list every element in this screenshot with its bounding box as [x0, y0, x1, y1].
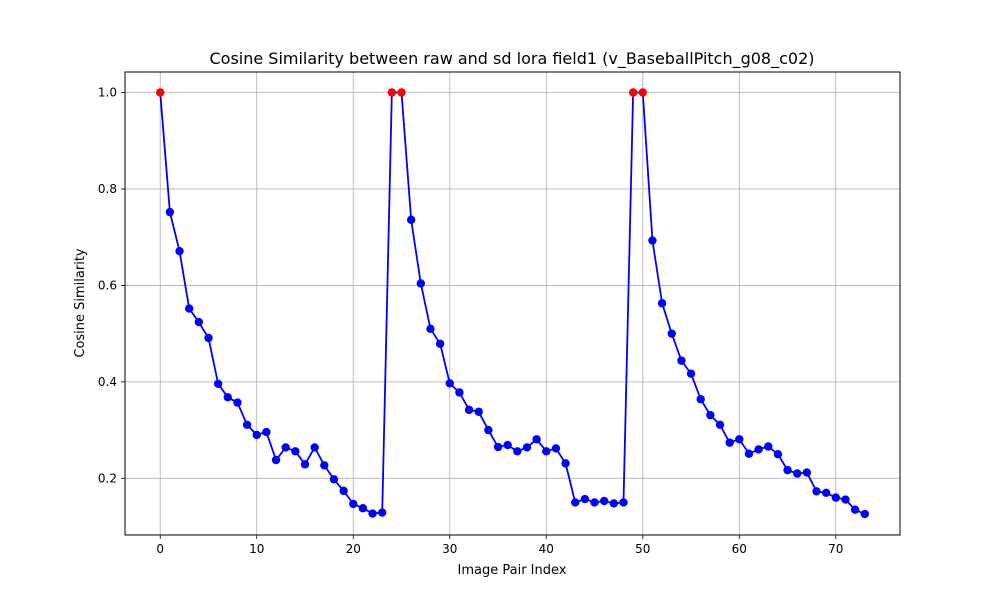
data-point: [667, 329, 676, 338]
data-point: [329, 475, 339, 484]
data-point: [522, 443, 532, 452]
data-point: [339, 486, 348, 496]
data-point: [744, 449, 754, 458]
highlight-point: [387, 88, 397, 97]
data-point: [841, 495, 850, 504]
data-point: [175, 246, 184, 256]
data-point: [590, 498, 599, 507]
x-tick-label: 30: [442, 542, 457, 556]
data-point: [310, 443, 319, 452]
data-point: [850, 505, 860, 514]
data-point: [406, 215, 416, 225]
data-point: [262, 427, 271, 437]
y-tick-label: 0.6: [98, 278, 117, 292]
data-point: [513, 447, 522, 456]
x-tick-label: 70: [828, 542, 843, 556]
data-point: [677, 356, 686, 365]
data-point: [706, 410, 715, 420]
data-point: [242, 420, 252, 429]
x-tick-label: 60: [732, 542, 747, 556]
data-point: [715, 420, 725, 429]
data-point: [300, 460, 310, 469]
data-point: [493, 442, 503, 452]
highlight-point: [397, 88, 406, 97]
marker-layer: [156, 88, 869, 519]
data-point: [571, 498, 580, 507]
data-point: [271, 455, 281, 465]
data-point: [686, 369, 696, 378]
data-point: [793, 469, 802, 478]
data-point: [464, 405, 474, 415]
data-point: [532, 435, 541, 444]
data-point: [445, 379, 454, 388]
data-point: [484, 425, 493, 435]
x-tick-label: 10: [249, 542, 264, 556]
y-tick-label: 0.8: [98, 182, 117, 196]
highlight-point: [638, 88, 647, 97]
data-point: [831, 493, 841, 502]
data-point: [204, 333, 213, 343]
data-point: [281, 443, 290, 452]
data-point: [378, 508, 387, 517]
y-tick-label: 1.0: [98, 85, 117, 99]
data-point: [358, 504, 368, 513]
data-point: [802, 468, 812, 477]
data-point: [426, 324, 435, 334]
x-axis-label: Image Pair Index: [458, 563, 567, 578]
data-point: [368, 509, 377, 518]
highlight-point: [156, 88, 165, 97]
y-tick-label: 0.4: [98, 375, 117, 389]
data-point: [599, 496, 609, 506]
y-tick-label: 0.2: [98, 471, 117, 485]
data-point: [252, 430, 261, 440]
data-point: [725, 438, 734, 447]
data-point: [764, 442, 773, 451]
highlight-point: [628, 88, 638, 97]
x-tick-label: 0: [156, 542, 164, 556]
data-point: [754, 445, 763, 454]
data-point: [223, 393, 232, 402]
data-point: [773, 450, 783, 459]
data-point: [455, 388, 464, 397]
data-point: [561, 459, 570, 468]
data-point: [812, 487, 821, 496]
data-point: [821, 488, 831, 497]
data-point: [435, 339, 445, 348]
y-axis-label: Cosine Similarity: [73, 248, 88, 358]
x-tick-label: 20: [346, 542, 361, 556]
chart-title: Cosine Similarity between raw and sd lor…: [209, 49, 814, 69]
data-point: [783, 465, 792, 475]
data-point: [609, 499, 619, 508]
data-point: [657, 299, 667, 308]
data-point: [184, 304, 194, 313]
data-point: [349, 499, 358, 509]
plot-frame: [124, 71, 901, 536]
data-point: [291, 447, 300, 456]
data-point: [233, 398, 242, 407]
data-point: [696, 395, 705, 404]
data-point: [648, 236, 657, 245]
data-point: [503, 440, 512, 450]
data-point: [194, 317, 204, 327]
data-point: [580, 494, 590, 504]
data-point: [165, 207, 175, 217]
data-point: [213, 379, 223, 389]
data-point: [860, 509, 869, 519]
x-tick-label: 40: [539, 542, 554, 556]
data-point: [619, 498, 628, 507]
data-point: [416, 279, 426, 288]
tick-layer: 0 10 20 30 40 50 60 70 0.2 0.4 0.6 0.8 1.0: [98, 85, 844, 556]
data-point: [551, 444, 561, 453]
data-point: [320, 461, 329, 470]
data-point: [474, 407, 483, 416]
grid-layer: [125, 72, 900, 535]
plot-area-background: [125, 72, 900, 535]
x-tick-label: 50: [635, 542, 650, 556]
data-point: [542, 447, 551, 456]
data-point: [735, 435, 744, 444]
